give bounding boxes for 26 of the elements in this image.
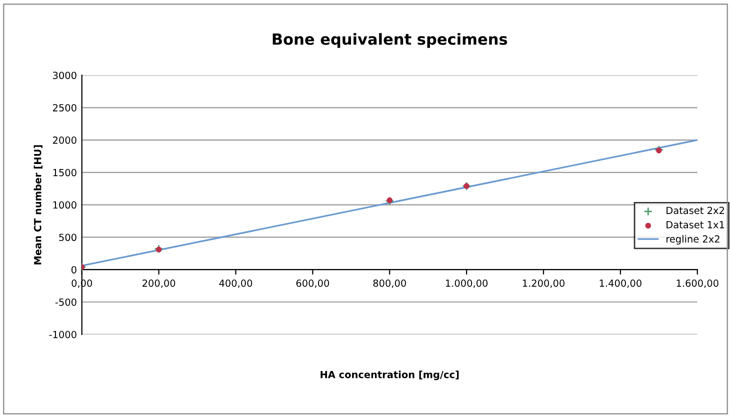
y-tick-label: 500 (59, 234, 76, 242)
x-tick-label: 800,00 (373, 280, 406, 288)
x-tick-label: 1.600,00 (676, 280, 718, 288)
y-tick-label: 1000 (53, 201, 76, 209)
legend-label: Dataset 2x2 (666, 206, 724, 214)
x-tick-label: 600,00 (296, 280, 330, 288)
point (656, 148, 662, 154)
legend-label: regline 2x2 (666, 235, 720, 245)
y-tick-label: -1000 (49, 330, 76, 338)
legend-label: Dataset 1x1 (666, 221, 724, 228)
x-tick-label: 200,00 (142, 280, 176, 288)
x-tick-label: 1.000,00 (446, 280, 488, 288)
y-tick-label: 2000 (52, 136, 76, 144)
y-tick-label: 2500 (52, 104, 76, 112)
y-tick-label: 1500 (53, 168, 76, 176)
x-axis-title: HA concentration [mg/cc] (320, 370, 459, 380)
point (156, 246, 162, 252)
y-tick-label: 3000 (53, 72, 76, 80)
x-tick-label: 1.200,00 (522, 280, 564, 288)
x-tick-label: 400,00 (219, 280, 252, 288)
y-axis-title: Mean CT number [HU] (34, 145, 42, 264)
y-tick-label: -500 (55, 298, 76, 306)
chart-title: Bone equivalent specimens (272, 33, 508, 48)
point (654, 145, 664, 154)
y-tick-label: 0 (71, 266, 76, 274)
x-tick-label: 1.400,00 (600, 280, 642, 288)
